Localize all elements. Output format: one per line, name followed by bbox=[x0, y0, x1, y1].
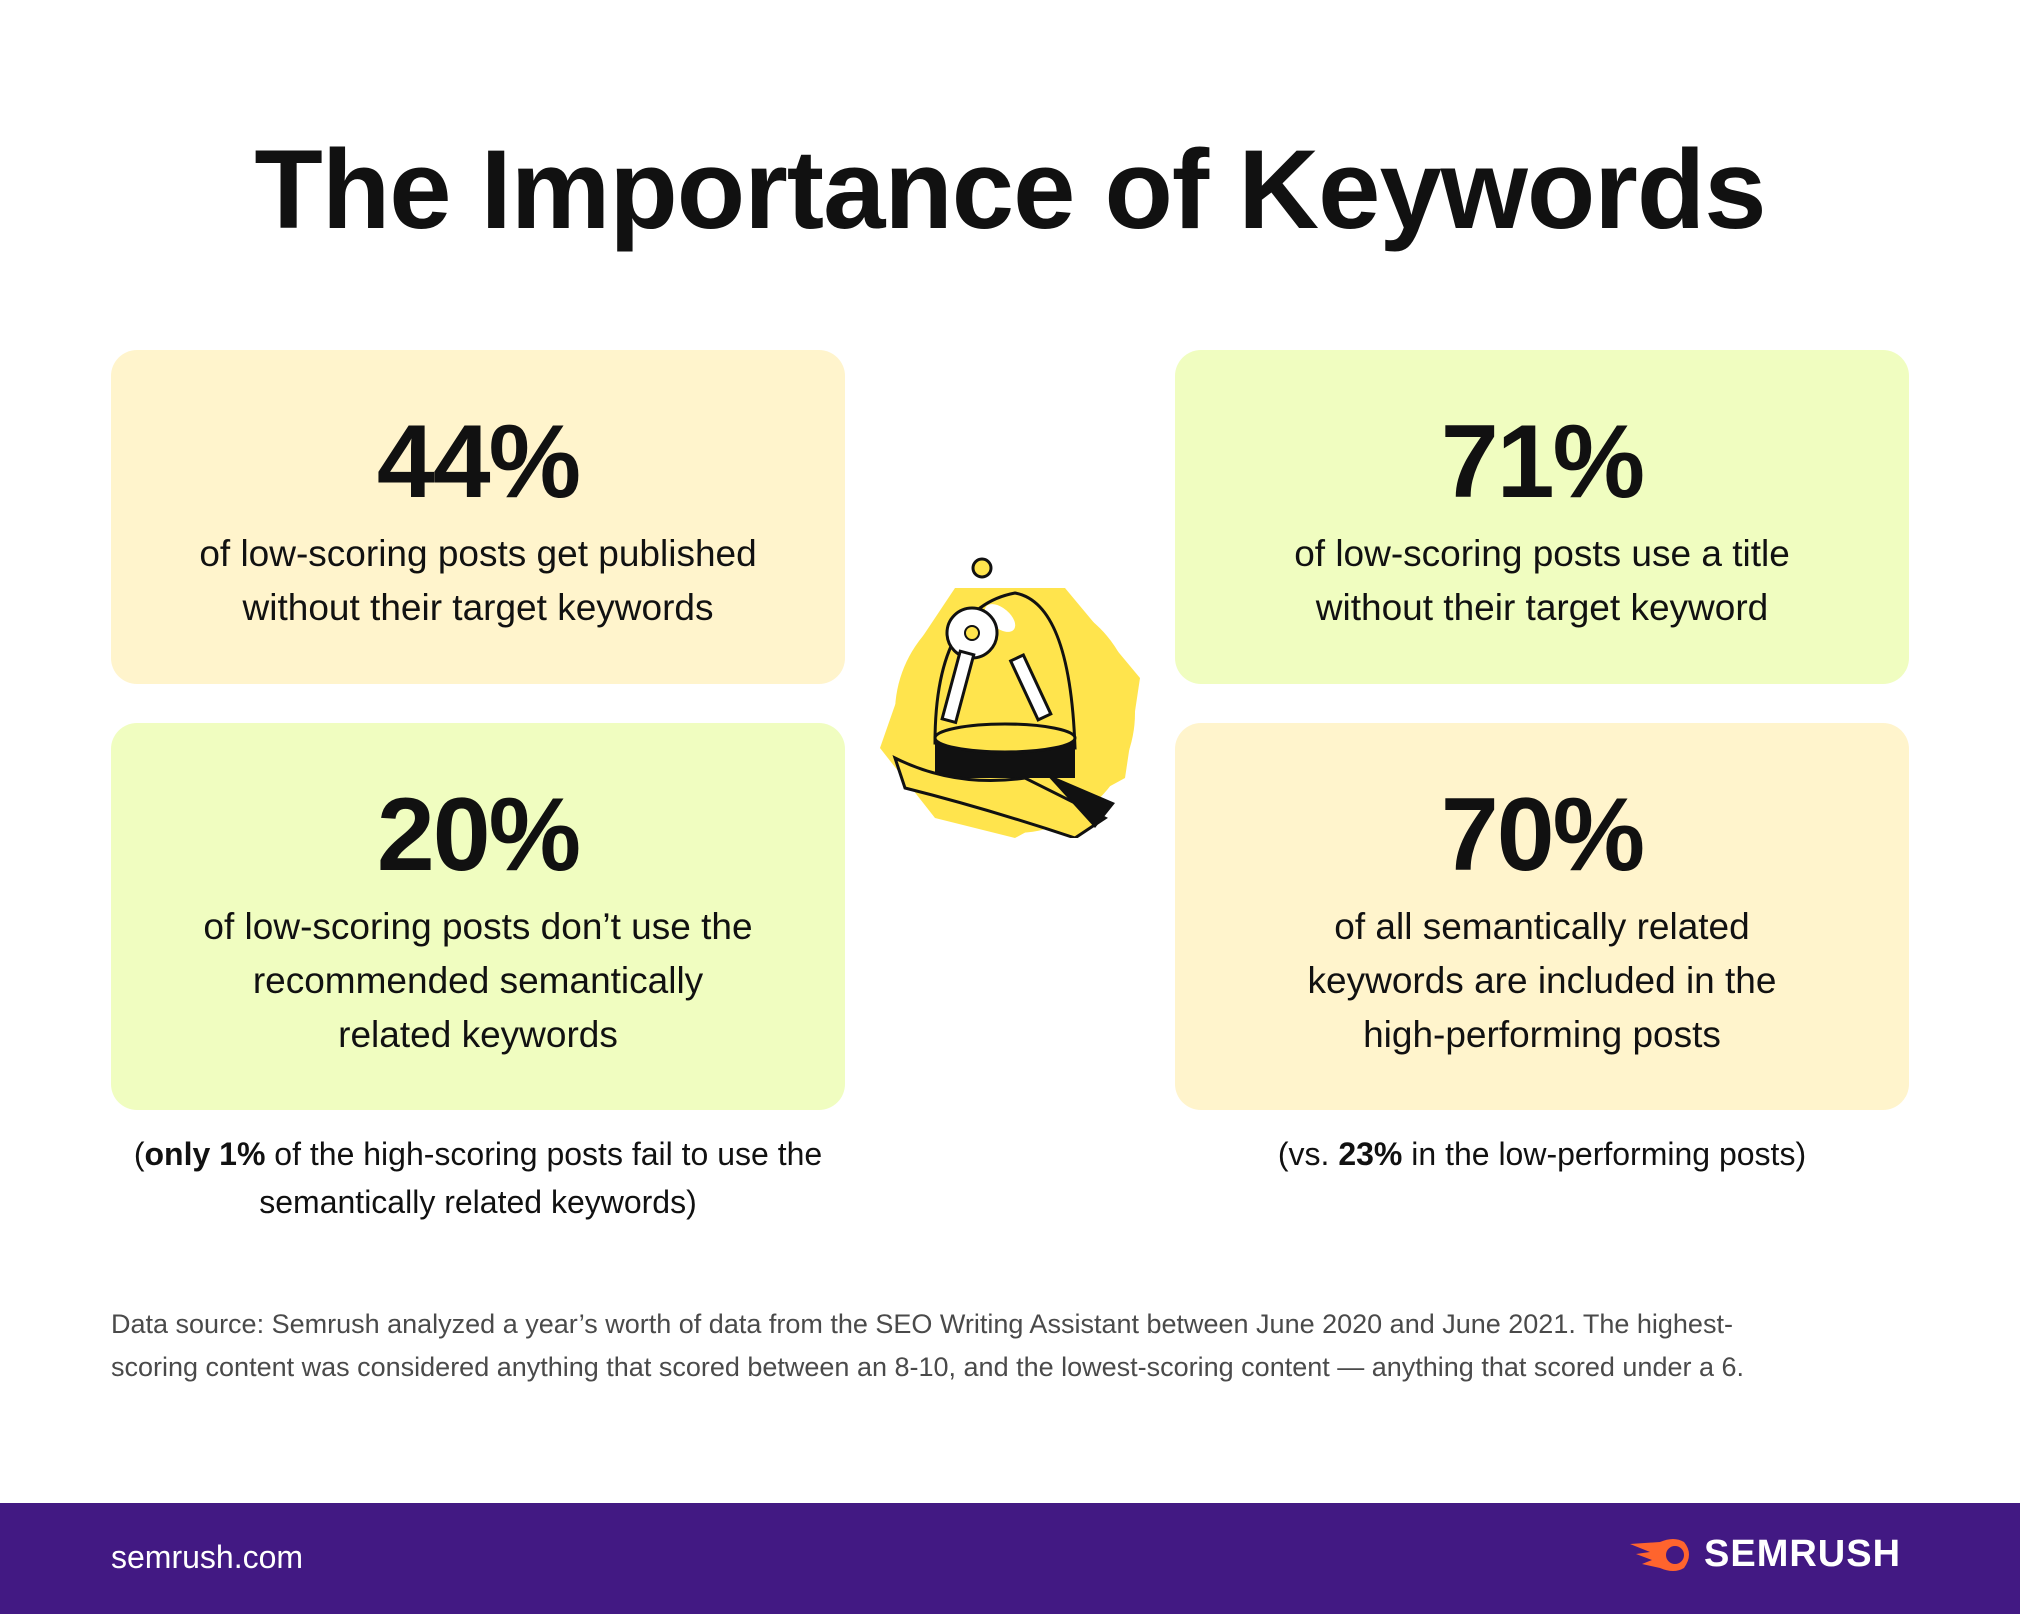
note-left: (only 1% of the high-scoring posts fail … bbox=[130, 1130, 826, 1226]
page-title: The Importance of Keywords bbox=[254, 127, 1766, 252]
stat-card-44: 44% of low-scoring posts get published w… bbox=[111, 350, 845, 684]
semrush-fireball-icon bbox=[1630, 1538, 1689, 1571]
stat-text: of low-scoring posts get published witho… bbox=[199, 533, 757, 628]
note-rest: of the high-scoring posts fail to use th… bbox=[259, 1136, 823, 1220]
semrush-logo: SEMRUSH bbox=[1630, 1533, 1901, 1576]
stat-text: of low-scoring posts don’t use the recom… bbox=[203, 906, 753, 1055]
stat-card-70: 70% of all semantically related keywords… bbox=[1175, 723, 1909, 1110]
note-bold: 23% bbox=[1338, 1136, 1403, 1172]
stat-value: 71% bbox=[1440, 404, 1645, 520]
note-rest: in the low-performing posts) bbox=[1402, 1136, 1807, 1172]
keys-dome-illustration-icon bbox=[880, 557, 1140, 838]
note-bold: only 1% bbox=[144, 1136, 266, 1172]
logo-text: SEMRUSH bbox=[1704, 1533, 1902, 1575]
note-open: (vs. bbox=[1277, 1136, 1339, 1172]
stat-text: of low-scoring posts use a title without… bbox=[1294, 533, 1790, 628]
note-right: (vs. 23% in the low-performing posts) bbox=[1175, 1130, 1909, 1178]
site-link[interactable]: semrush.com bbox=[111, 1539, 304, 1575]
stat-value: 20% bbox=[376, 777, 581, 893]
footer: semrush.com SEMRUSH bbox=[0, 1503, 2020, 1614]
stat-card-71: 71% of low-scoring posts use a title wit… bbox=[1175, 350, 1909, 684]
data-source-note: Data source: Semrush analyzed a year’s w… bbox=[111, 1309, 1744, 1382]
note-open: ( bbox=[133, 1136, 145, 1172]
stat-value: 44% bbox=[376, 404, 581, 520]
stat-value: 70% bbox=[1440, 777, 1645, 893]
stat-card-20: 20% of low-scoring posts don’t use the r… bbox=[111, 723, 845, 1110]
stat-text: of all semantically related keywords are… bbox=[1307, 906, 1777, 1055]
